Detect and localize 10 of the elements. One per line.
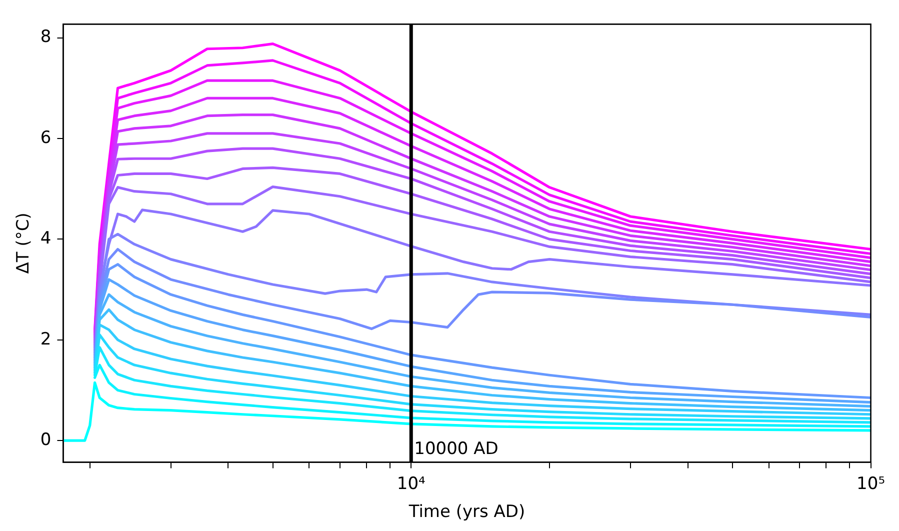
y-tick-label: 0 xyxy=(40,430,52,450)
ref-line-label: 10000 AD xyxy=(414,439,498,460)
y-tick-label: 8 xyxy=(40,27,52,48)
y-tick-label: 4 xyxy=(40,228,52,249)
y-tick-label: 2 xyxy=(40,329,52,350)
x-tick-label: 10⁵ xyxy=(856,474,886,494)
x-axis-title: Time (yrs AD) xyxy=(408,502,526,522)
x-tick-label: 10⁴ xyxy=(396,474,426,494)
y-tick-label: 6 xyxy=(40,128,52,148)
y-axis-title: ΔT (°C) xyxy=(14,212,34,274)
